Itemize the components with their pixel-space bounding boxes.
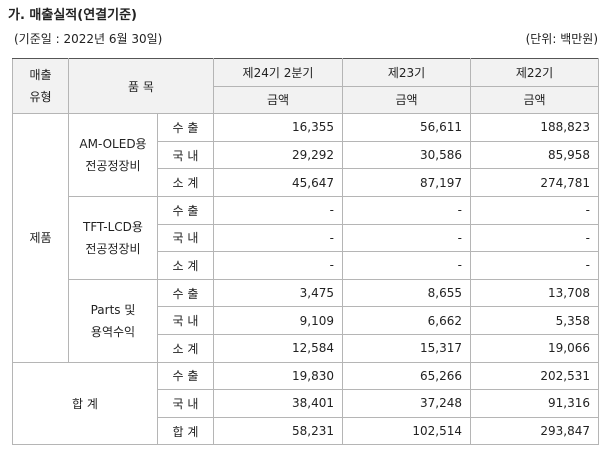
row-label: 소 계 [157,251,214,280]
group-label: 합 계 [12,361,158,446]
amount-cell: 16,355 [213,113,343,142]
table-row: 소 계 12,584 15,317 19,066 [13,333,599,363]
cell-line: 유형 [29,90,52,105]
row-label: 소 계 [157,168,214,197]
row-label: 소 계 [157,333,214,363]
amount-cell: 85,958 [470,140,599,170]
amount-cell: 102,514 [342,416,471,446]
amount-cell: 12,584 [213,333,343,363]
row-label: 수 출 [157,361,214,391]
table-row: 금액 금액 금액 [13,85,599,115]
amount-cell: 56,611 [342,113,471,142]
amount-cell: - [213,251,343,280]
amount-cell: 19,066 [470,333,599,363]
amount-cell: 293,847 [470,416,599,446]
amount-cell: - [213,223,343,253]
cell-line: 전공정장비 [85,159,141,174]
row-label: 수 출 [157,195,214,225]
table-row: 합 계 58,231 102,514 293,847 [13,416,599,446]
header-cell: 품 목 [68,57,214,115]
cell-line: 전공정장비 [85,241,141,256]
sales-table: 매출 유형 품 목 제24기 2분기 제23기 제22기 금액 금액 금액 제품 AM-OLED용 전… [12,57,599,446]
amount-cell: 19,830 [213,361,343,391]
header-cell: 금액 [470,85,599,115]
amount-cell: 65,266 [342,361,471,391]
header-cell: 제24기 2분기 [213,58,343,87]
amount-cell: 274,781 [470,168,599,197]
cell-line: AM-OLED용 [79,137,147,152]
amount-cell: - [470,251,599,280]
amount-cell: 15,317 [342,333,471,363]
header-cell: 금액 [342,85,471,115]
base-date: (기준일 : 2022년 6월 30일) [14,32,163,46]
amount-cell: 45,647 [213,168,343,197]
amount-cell: - [342,223,471,253]
row-label: 합 계 [157,416,214,446]
group-label: 제품 [12,113,69,363]
row-label: 국 내 [157,306,214,335]
amount-cell: 58,231 [213,416,343,446]
table-row: 국 내 29,292 30,586 85,958 [13,140,599,170]
amount-cell: 9,109 [213,306,343,335]
amount-cell: 38,401 [213,389,343,418]
row-label: 수 출 [157,113,214,142]
amount-cell: 87,197 [342,168,471,197]
header-cell: 제23기 [342,58,471,87]
cell-line: 용역수익 [90,324,136,339]
table-row: 국 내 38,401 37,248 91,316 [13,389,599,418]
table-row: 소 계 45,647 87,197 274,781 [13,168,599,197]
amount-cell: 13,708 [470,278,599,308]
row-label: 수 출 [157,278,214,308]
amount-cell: 6,662 [342,306,471,335]
amount-cell: - [342,251,471,280]
amount-cell: 3,475 [213,278,343,308]
header-cell: 제22기 [470,58,599,87]
cell-line: 매출 [29,68,52,83]
amount-cell: 5,358 [470,306,599,335]
amount-cell: - [470,195,599,225]
table-row: 국 내--- [13,223,599,253]
amount-cell: - [213,195,343,225]
amount-cell: 8,655 [342,278,471,308]
amount-cell: 37,248 [342,389,471,418]
table-row: 소 계--- [13,251,599,280]
row-label: 국 내 [157,223,214,253]
row-label: 국 내 [157,140,214,170]
amount-cell: 91,316 [470,389,599,418]
amount-cell: - [470,223,599,253]
table-row: 매출 유형 품 목 제24기 2분기 제23기 제22기 [12,57,599,115]
table-row: TFT-LCD용 전공정장비 수 출--- [13,195,599,280]
amount-cell: 29,292 [213,140,343,170]
table-row: 제품 AM-OLED용 전공정장비 수 출 16,355 56,611 188,823 [12,113,599,363]
cell-line: TFT-LCD용 [83,219,143,234]
amount-cell: - [342,195,471,225]
amount-cell: 30,586 [342,140,471,170]
amount-cell: 202,531 [470,361,599,391]
cell-line: Parts 및 [90,302,136,317]
section-title: 가. 매출실적(연결기준) [8,8,137,23]
table-row: Parts 및 용역수익 수 출 3,475 8,655 13,708 [13,278,599,363]
amount-cell: 188,823 [470,113,599,142]
row-label: 국 내 [157,389,214,418]
unit-label: (단위: 백만원) [525,32,598,46]
header-cell: 금액 [213,85,343,115]
table-row: 국 내 9,109 6,662 5,358 [13,306,599,335]
